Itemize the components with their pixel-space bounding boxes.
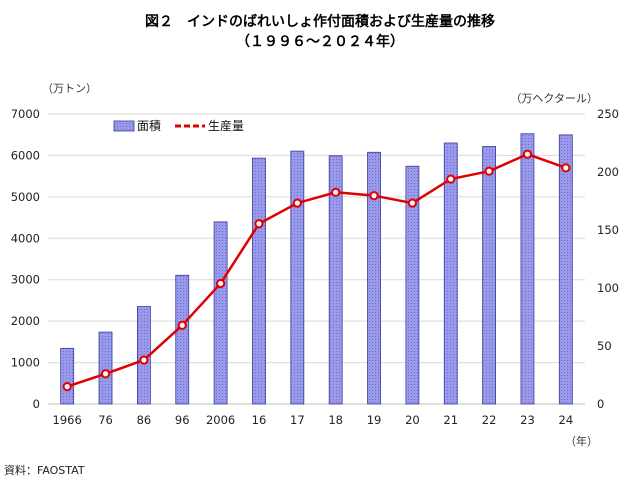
area-bars bbox=[60, 133, 573, 405]
source-note: 資料：FAOSTAT bbox=[4, 463, 85, 477]
x-axis-unit: （年） bbox=[565, 434, 598, 448]
right-tick-label: 50 bbox=[597, 339, 612, 353]
legend: 面積 生産量 bbox=[113, 118, 244, 133]
gridlines bbox=[48, 113, 585, 405]
x-tick-label: 16 bbox=[252, 413, 267, 427]
x-tick-label: 22 bbox=[482, 413, 497, 427]
area-bar bbox=[60, 347, 75, 405]
right-tick-label: 100 bbox=[597, 281, 619, 295]
x-tick-label: 18 bbox=[328, 413, 343, 427]
area-bar bbox=[98, 331, 113, 405]
right-tick-label: 150 bbox=[597, 223, 619, 237]
right-tick-label: 0 bbox=[597, 397, 604, 411]
left-axis-unit: （万トン） bbox=[42, 82, 97, 95]
x-tick-label: 19 bbox=[367, 413, 382, 427]
x-tick-label: 2006 bbox=[206, 413, 235, 427]
area-bar bbox=[328, 155, 343, 405]
x-tick-label: 23 bbox=[520, 413, 535, 427]
x-tick-label: 96 bbox=[175, 413, 190, 427]
left-axis-ticks: 0 1000 2000 3000 4000 5000 6000 7000 bbox=[11, 107, 40, 411]
production-point bbox=[522, 149, 533, 159]
area-bar bbox=[367, 151, 381, 405]
left-tick-label: 1000 bbox=[11, 356, 40, 370]
production-point bbox=[331, 187, 341, 197]
production-point bbox=[139, 355, 149, 365]
x-axis-ticks: 1966 76 86 96 2006 16 17 18 19 20 21 22 23 24 bbox=[53, 413, 574, 427]
production-point bbox=[292, 198, 302, 208]
area-bar bbox=[213, 221, 228, 405]
production-point bbox=[484, 166, 494, 176]
area-bar bbox=[252, 157, 266, 405]
production-point bbox=[254, 219, 264, 229]
left-tick-label: 7000 bbox=[11, 107, 40, 121]
left-tick-label: 0 bbox=[33, 397, 40, 411]
production-point bbox=[446, 174, 456, 184]
area-bar bbox=[558, 134, 573, 405]
production-point bbox=[561, 163, 571, 173]
legend-bar-swatch bbox=[113, 120, 135, 132]
production-point bbox=[216, 278, 226, 289]
area-bar bbox=[482, 146, 497, 405]
left-tick-label: 6000 bbox=[11, 148, 40, 162]
legend-line-label: 生産量 bbox=[208, 118, 244, 133]
left-tick-label: 3000 bbox=[11, 273, 40, 287]
x-tick-label: 20 bbox=[405, 413, 420, 427]
production-point bbox=[407, 198, 417, 208]
area-bar bbox=[405, 165, 420, 405]
chart-title: 図２ インドのばれいしょ作付面積および生産量の推移 bbox=[145, 13, 495, 30]
area-bar bbox=[175, 274, 190, 405]
x-tick-label: 86 bbox=[137, 413, 152, 427]
chart-subtitle: （１９９６～２０２４年） bbox=[236, 33, 404, 50]
right-axis-unit: （万ヘクタール） bbox=[510, 92, 598, 105]
left-tick-label: 5000 bbox=[11, 190, 40, 204]
right-tick-label: 200 bbox=[597, 165, 619, 179]
x-tick-label: 17 bbox=[290, 413, 305, 427]
production-point bbox=[62, 382, 72, 392]
production-line-path bbox=[66, 152, 567, 388]
right-tick-label: 250 bbox=[597, 107, 619, 121]
production-point bbox=[100, 369, 111, 379]
left-tick-label: 2000 bbox=[11, 314, 40, 328]
area-bar bbox=[520, 133, 535, 405]
area-bar bbox=[443, 142, 458, 405]
legend-bar-label: 面積 bbox=[137, 118, 161, 133]
area-bar bbox=[290, 150, 305, 405]
production-line bbox=[62, 149, 571, 392]
production-point bbox=[369, 191, 379, 201]
x-tick-label: 21 bbox=[443, 413, 458, 427]
left-tick-label: 4000 bbox=[11, 231, 40, 245]
x-tick-label: 24 bbox=[559, 413, 574, 427]
right-axis-ticks: 0 50 100 150 200 250 bbox=[597, 107, 619, 411]
production-point bbox=[177, 320, 187, 330]
x-tick-label: 76 bbox=[98, 413, 113, 427]
x-tick-label: 1966 bbox=[53, 413, 82, 427]
